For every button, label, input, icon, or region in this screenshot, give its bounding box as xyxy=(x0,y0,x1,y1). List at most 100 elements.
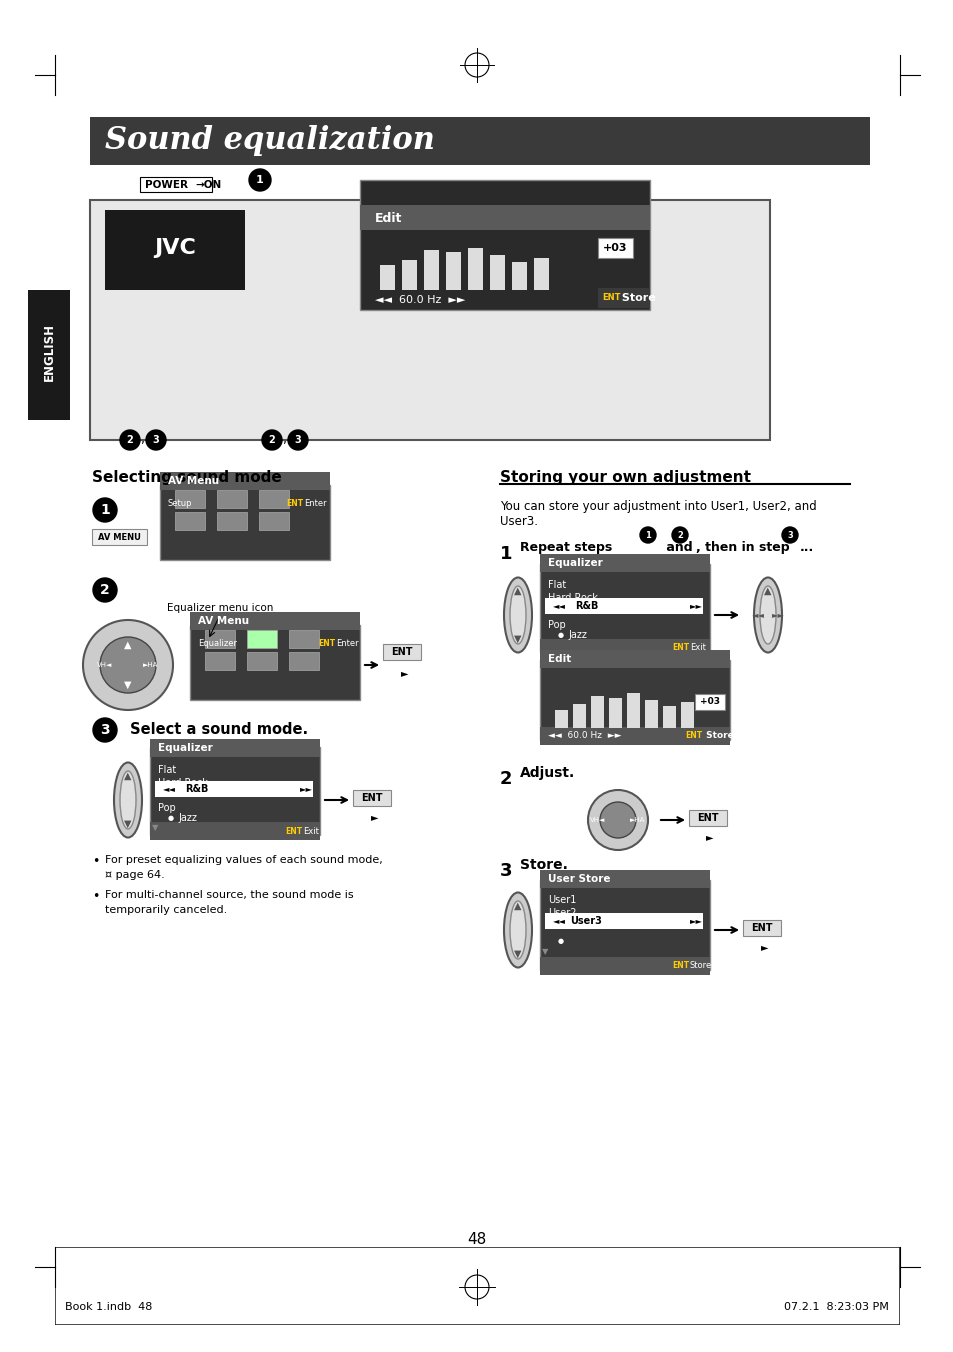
Bar xyxy=(90,200,769,439)
Bar xyxy=(539,660,729,740)
Text: ...: ... xyxy=(800,541,814,554)
Text: ▲: ▲ xyxy=(124,771,132,781)
Text: Enter: Enter xyxy=(335,638,358,648)
Bar xyxy=(539,650,729,668)
Bar xyxy=(573,704,585,727)
Circle shape xyxy=(120,430,140,450)
Text: ◄◄  60.0 Hz  ►►: ◄◄ 60.0 Hz ►► xyxy=(375,295,465,306)
Text: VH◄: VH◄ xyxy=(97,662,112,668)
Text: ◄◄: ◄◄ xyxy=(163,784,175,794)
Text: Enter: Enter xyxy=(304,499,326,507)
Text: ,: , xyxy=(283,434,287,446)
Bar xyxy=(539,957,709,975)
Text: 3: 3 xyxy=(152,435,159,445)
Bar xyxy=(468,247,482,289)
Text: ENT: ENT xyxy=(286,499,303,507)
Bar xyxy=(154,781,313,796)
Text: •: • xyxy=(91,854,99,868)
Bar xyxy=(160,485,330,560)
Text: Flat: Flat xyxy=(547,580,566,589)
Bar xyxy=(680,702,693,727)
Text: ENGLISH: ENGLISH xyxy=(43,323,55,381)
Text: User3: User3 xyxy=(569,917,601,926)
Text: AV Menu: AV Menu xyxy=(168,476,219,485)
Bar xyxy=(190,612,359,630)
Ellipse shape xyxy=(760,585,775,644)
Text: ▼: ▼ xyxy=(124,680,132,690)
Text: User2: User2 xyxy=(547,909,576,918)
Text: Equalizer menu icon: Equalizer menu icon xyxy=(167,603,273,612)
Text: ▼: ▼ xyxy=(541,948,547,956)
Bar xyxy=(258,512,289,530)
Text: R&B: R&B xyxy=(575,602,598,611)
Bar xyxy=(150,822,319,840)
Text: Store: Store xyxy=(702,731,733,741)
Text: Hard Rock: Hard Rock xyxy=(158,777,208,788)
Text: ◄◄: ◄◄ xyxy=(751,611,763,619)
Bar xyxy=(205,630,234,648)
Text: ▼: ▼ xyxy=(124,819,132,829)
Text: VH◄: VH◄ xyxy=(590,817,605,823)
Text: R&B: R&B xyxy=(185,784,208,794)
Text: ●: ● xyxy=(168,815,174,821)
Circle shape xyxy=(671,527,687,544)
Text: Exit: Exit xyxy=(689,644,705,653)
Bar xyxy=(150,748,319,836)
Text: ▼: ▼ xyxy=(514,634,521,644)
Ellipse shape xyxy=(510,900,525,959)
Text: 1: 1 xyxy=(255,174,264,185)
Text: Edit: Edit xyxy=(375,211,402,224)
Text: Book 1.indb  48: Book 1.indb 48 xyxy=(65,1302,152,1311)
Text: ENT: ENT xyxy=(697,813,718,823)
Text: 3: 3 xyxy=(786,530,792,539)
Text: Sound equalization: Sound equalization xyxy=(105,124,435,155)
Text: ▲: ▲ xyxy=(763,585,771,596)
Bar xyxy=(598,288,649,308)
Text: 2: 2 xyxy=(499,771,512,788)
Text: Selecting sound mode: Selecting sound mode xyxy=(91,470,281,485)
Bar xyxy=(590,696,603,727)
Text: Setup: Setup xyxy=(168,499,193,507)
Bar xyxy=(490,256,504,289)
Text: Adjust.: Adjust. xyxy=(519,767,575,780)
Text: ●: ● xyxy=(558,938,563,944)
Text: 1: 1 xyxy=(499,545,512,562)
Text: ◄◄  60.0 Hz  ►►: ◄◄ 60.0 Hz ►► xyxy=(547,731,620,741)
Bar xyxy=(289,652,318,671)
Bar xyxy=(247,630,276,648)
Text: Exit: Exit xyxy=(303,826,318,836)
Bar xyxy=(216,489,247,508)
Circle shape xyxy=(249,169,271,191)
Text: Storing your own adjustment: Storing your own adjustment xyxy=(499,470,750,485)
Text: 48: 48 xyxy=(467,1233,486,1248)
Text: Store.: Store. xyxy=(519,859,567,872)
Text: ▲: ▲ xyxy=(514,900,521,911)
Text: 2: 2 xyxy=(127,435,133,445)
Text: +03: +03 xyxy=(602,243,626,253)
Text: Equalizer: Equalizer xyxy=(198,638,236,648)
Bar xyxy=(289,630,318,648)
Text: ►: ► xyxy=(760,942,768,952)
Text: ◄◄: ◄◄ xyxy=(553,917,565,926)
Text: Repeat steps: Repeat steps xyxy=(519,541,616,554)
Circle shape xyxy=(639,527,656,544)
Text: ●: ● xyxy=(558,631,563,638)
Text: Store: Store xyxy=(689,961,712,971)
Bar xyxy=(216,512,247,530)
Bar xyxy=(555,710,567,727)
Text: ►►: ►► xyxy=(689,602,702,611)
Text: ▲: ▲ xyxy=(124,639,132,650)
Bar xyxy=(379,265,395,289)
Text: ▲: ▲ xyxy=(514,585,521,596)
Text: Hard Rock: Hard Rock xyxy=(547,594,598,603)
Text: Flat: Flat xyxy=(158,765,176,775)
Bar xyxy=(539,727,729,745)
Bar xyxy=(353,790,391,806)
Text: Edit: Edit xyxy=(547,654,571,664)
Text: ,: , xyxy=(141,434,145,446)
Bar xyxy=(662,706,676,727)
Text: →ON: →ON xyxy=(194,180,221,191)
Bar xyxy=(247,652,276,671)
Circle shape xyxy=(100,637,156,694)
Bar xyxy=(644,700,658,727)
